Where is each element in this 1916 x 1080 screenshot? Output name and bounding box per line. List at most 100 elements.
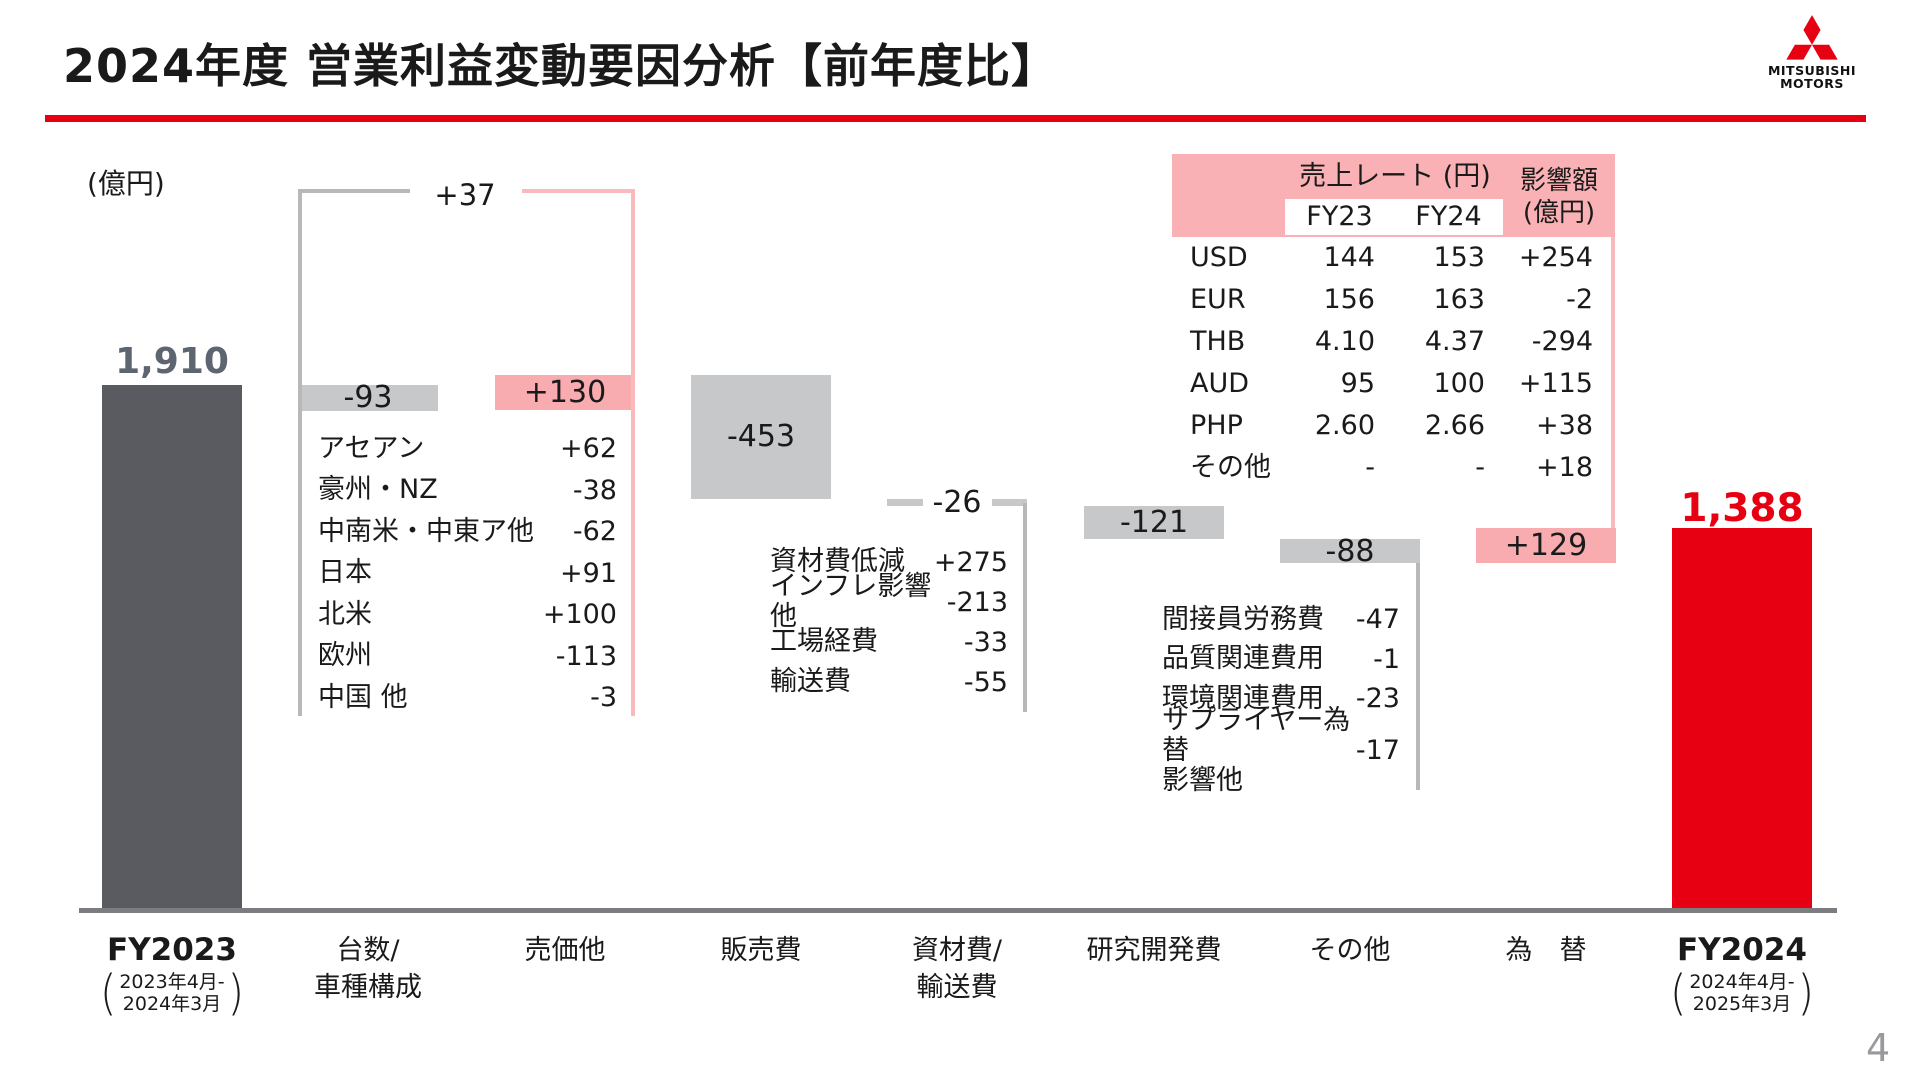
breakdown-label: 北米 xyxy=(318,598,372,630)
breakdown-row: 中国 他 -3 xyxy=(300,677,635,719)
breakdown-row: 輸送費 -55 xyxy=(756,662,1008,702)
bracket-line-top-gray xyxy=(298,189,410,193)
breakdown-row: 北米 +100 xyxy=(300,594,635,636)
fx-rate-table: 売上レート (円) FY23 FY24 影響額 (億円) USD 144 153 +2… xyxy=(1172,154,1615,489)
fx-cell-fy23: - xyxy=(1365,452,1375,483)
breakdown-value: -113 xyxy=(555,640,617,672)
three-diamond-icon xyxy=(1786,15,1838,60)
breakdown-row: 工場経費 -33 xyxy=(756,622,1008,662)
axis-label-FY2023: FY2023(2023年4月- 2024年3月) xyxy=(22,932,322,1017)
fx-cell-impact: -2 xyxy=(1566,284,1593,315)
fx-cell-fy24: 153 xyxy=(1433,242,1485,273)
fx-table-header: 売上レート (円) FY23 FY24 影響額 (億円) xyxy=(1172,154,1615,237)
breakdown-value: -47 xyxy=(1355,604,1400,636)
breakdown-row: インフレ影響他 -213 xyxy=(756,572,1008,632)
fx-cell-fy23: 156 xyxy=(1323,284,1375,315)
fx-cell-fy24: 100 xyxy=(1433,368,1485,399)
waterfall-bar-台数/車種構成: -93 xyxy=(298,380,438,415)
bracket-line-top-pink xyxy=(522,189,635,193)
fx-cell-currency: USD xyxy=(1190,242,1248,273)
fx-cell-fy23: 2.60 xyxy=(1314,410,1375,441)
breakdown-value: +100 xyxy=(542,599,617,631)
breakdown-label: アセアン xyxy=(318,432,425,464)
bar-total-label: 1,910 xyxy=(115,341,229,383)
fx-table-row: PHP 2.60 2.66 +38 xyxy=(1172,405,1593,447)
fx-cell-impact: +38 xyxy=(1536,410,1593,441)
bar-total-label: 1,388 xyxy=(1680,485,1804,531)
bar-value-label: -26 xyxy=(922,484,992,520)
breakdown-value: +62 xyxy=(560,433,617,465)
page-title: 2024年度 営業利益変動要因分析【前年度比】 xyxy=(63,39,1059,93)
breakdown-row: 中南米・中東ア他 -62 xyxy=(300,511,635,553)
fx-cell-fy23: 144 xyxy=(1323,242,1375,273)
fx-cell-fy23: 4.10 xyxy=(1314,326,1375,357)
fx-rate-header: 売上レート (円) xyxy=(1299,161,1491,192)
breakdown-label: 環境関連費用 xyxy=(1162,682,1324,714)
axis-label-台数/車種構成: 台数/ 車種構成 xyxy=(314,935,422,1003)
fx-cell-currency: AUD xyxy=(1190,368,1250,399)
axis-label-研究開発費: 研究開発費 xyxy=(1086,935,1222,966)
breakdown-value: +91 xyxy=(560,557,617,589)
fx-table-row: その他 - - +18 xyxy=(1172,447,1593,489)
breakdown-row: 資材費低減 +275 xyxy=(756,542,1008,582)
axis-label-その他: その他 xyxy=(1309,935,1391,966)
breakdown-value: -38 xyxy=(572,474,617,506)
bracket-line-right xyxy=(631,189,635,716)
fx-col-fy23: FY23 xyxy=(1306,201,1373,232)
breakdown-label: 品質関連費用 xyxy=(1162,643,1324,675)
breakdown-value: +275 xyxy=(933,546,1008,578)
fx-table-row: USD 144 153 +254 xyxy=(1172,237,1593,279)
breakdown-label: 資材費低減 xyxy=(770,546,905,577)
leader-line-others xyxy=(1416,563,1420,790)
axis-label-売価他: 売価他 xyxy=(524,935,606,966)
waterfall-bar-FY2023 xyxy=(102,385,242,908)
breakdown-value: -33 xyxy=(963,626,1008,658)
bar-value-label: -121 xyxy=(1119,505,1189,541)
x-axis-line xyxy=(79,908,1837,913)
bar-value-label: +129 xyxy=(1504,528,1588,564)
breakdown-row: 欧州 -113 xyxy=(300,636,635,678)
fx-table-row: THB 4.10 4.37 -294 xyxy=(1172,321,1593,363)
group-bracket-label: +37 xyxy=(434,178,496,212)
leader-line-fx-table xyxy=(1611,237,1615,528)
leader-line-material xyxy=(1023,503,1027,712)
breakdown-row: アセアン +62 xyxy=(300,428,635,470)
fx-cell-impact: +115 xyxy=(1518,368,1593,399)
breakdown-value: -17 xyxy=(1355,735,1400,766)
breakdown-label: 日本 xyxy=(318,557,372,589)
breakdown-row: 環境関連費用 -23 xyxy=(1148,679,1400,719)
y-axis-unit-label: (億円) xyxy=(87,167,165,200)
breakdown-value: -3 xyxy=(590,682,617,714)
bar-value-label: -88 xyxy=(1325,533,1375,569)
breakdown-label: 輸送費 xyxy=(770,666,851,697)
breakdown-value: -1 xyxy=(1373,643,1400,675)
axis-label-販売費: 販売費 xyxy=(720,935,802,966)
breakdown-label: 豪州・NZ xyxy=(318,474,438,506)
fx-cell-impact: -294 xyxy=(1531,326,1593,357)
axis-sublabel: (2024年4月- 2025年3月) xyxy=(1669,964,1815,1021)
waterfall-bar-その他: -88 xyxy=(1280,534,1420,569)
breakdown-row: サプライヤー為替 影響他 -17 xyxy=(1148,705,1400,795)
fx-cell-impact: +254 xyxy=(1518,242,1593,273)
fx-cell-fy24: - xyxy=(1475,452,1485,483)
breakdown-label: インフレ影響他 xyxy=(770,571,932,632)
breakdown-row: 品質関連費用 -1 xyxy=(1148,640,1400,680)
bar-value-label: -453 xyxy=(726,419,796,455)
breakdown-label: 欧州 xyxy=(318,640,372,672)
bar-value-label: +130 xyxy=(523,375,607,411)
waterfall-bar-売価他: +130 xyxy=(495,374,635,411)
breakdown-label: 中国 他 xyxy=(318,681,408,713)
title-underline xyxy=(45,115,1866,122)
fx-cell-currency: EUR xyxy=(1190,284,1246,315)
waterfall-bar-資材費/輸送費: -26 xyxy=(887,484,1027,520)
breakdown-list-sales-price: アセアン +62 豪州・NZ -38 中南米・中東ア他 -62 日本 +91 北米 +100 欧州 -… xyxy=(300,428,635,719)
fx-cell-currency: PHP xyxy=(1190,410,1243,441)
breakdown-value: -62 xyxy=(572,516,617,548)
breakdown-row: 豪州・NZ -38 xyxy=(300,470,635,512)
axis-label-資材費/輸送費: 資材費/ 輸送費 xyxy=(911,935,1003,1003)
fx-cell-fy24: 163 xyxy=(1433,284,1485,315)
brand-name-line2: MOTORS xyxy=(1780,76,1844,91)
breakdown-value: -213 xyxy=(946,586,1008,618)
fx-cell-currency: THB xyxy=(1190,326,1246,357)
